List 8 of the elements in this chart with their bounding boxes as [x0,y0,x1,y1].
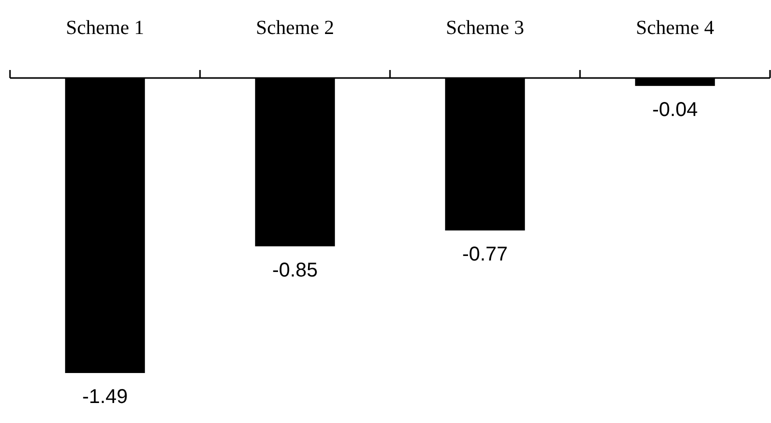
data-label: -1.49 [82,386,128,408]
x-tick-label: Scheme 4 [636,17,714,39]
data-label: -0.85 [272,259,318,282]
x-tick-label: Scheme 2 [256,17,334,39]
x-tick-label: Scheme 3 [446,17,524,39]
data-label: -0.77 [462,243,508,266]
data-label: -0.04 [652,98,698,121]
x-tick-label: Scheme 1 [66,17,144,39]
